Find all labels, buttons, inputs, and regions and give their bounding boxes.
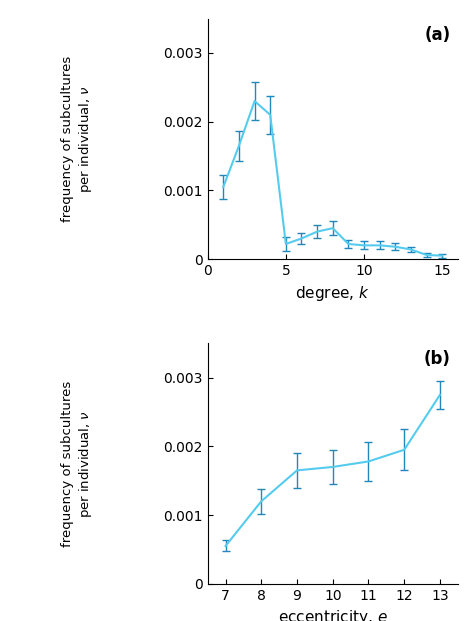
X-axis label: degree, $k$: degree, $k$	[295, 284, 370, 302]
Text: frequency of subcultures
per individual, $\nu$: frequency of subcultures per individual,…	[61, 381, 94, 546]
Text: frequency of subcultures
per individual, $\nu$: frequency of subcultures per individual,…	[61, 56, 94, 222]
Text: (a): (a)	[424, 26, 450, 44]
Text: (b): (b)	[423, 350, 450, 368]
X-axis label: eccentricity, $e$: eccentricity, $e$	[278, 608, 388, 621]
